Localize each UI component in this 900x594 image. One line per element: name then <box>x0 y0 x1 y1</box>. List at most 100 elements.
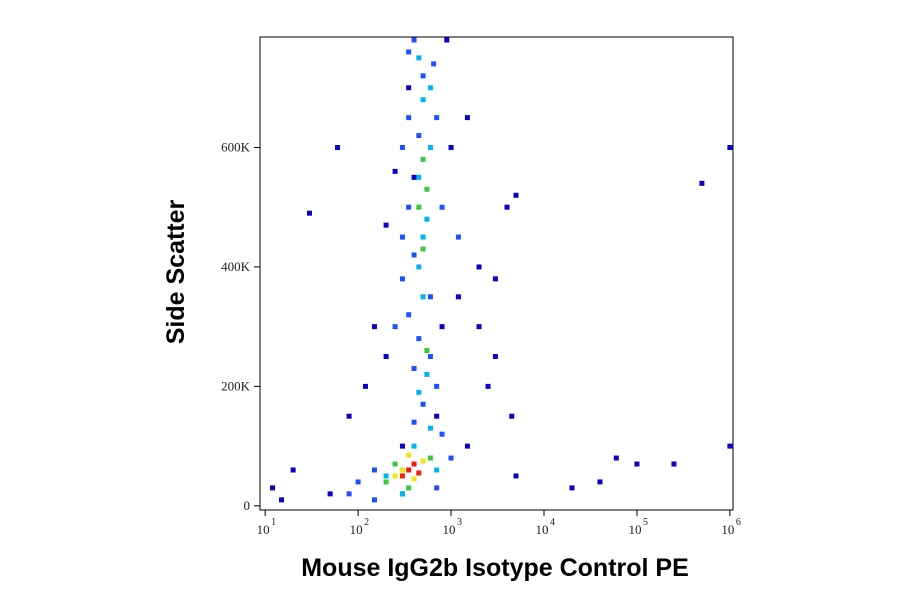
y-tick-label: 200K <box>221 378 251 393</box>
data-point <box>406 204 412 210</box>
x-tick-label: 10 <box>257 522 270 537</box>
data-point <box>509 413 515 419</box>
data-point <box>634 461 640 467</box>
data-point <box>476 264 482 270</box>
data-point <box>464 115 470 121</box>
data-point <box>597 479 603 485</box>
data-point <box>406 85 412 91</box>
data-point <box>290 467 296 473</box>
x-tick-exponent: 6 <box>736 517 741 528</box>
data-point <box>383 354 389 360</box>
data-point <box>448 455 454 461</box>
x-tick-label: 10 <box>350 522 363 537</box>
data-point <box>406 485 412 491</box>
data-point <box>416 264 422 270</box>
data-point <box>427 144 433 150</box>
data-point <box>411 252 417 258</box>
data-point <box>406 467 412 473</box>
data-point <box>427 455 433 461</box>
x-tick-label: 10 <box>536 522 549 537</box>
data-point <box>439 431 445 437</box>
data-point <box>406 312 412 318</box>
y-tick-label: 600K <box>221 139 251 154</box>
data-point <box>431 61 437 67</box>
x-tick-exponent: 5 <box>643 517 648 528</box>
data-point <box>406 49 412 55</box>
data-point <box>371 467 377 473</box>
data-point <box>424 216 430 222</box>
data-point <box>699 180 705 186</box>
data-point <box>416 55 422 61</box>
data-point <box>371 324 377 330</box>
data-point <box>411 37 417 43</box>
data-point <box>420 156 426 162</box>
data-point <box>399 491 405 497</box>
data-point <box>399 473 405 479</box>
data-point <box>416 470 422 476</box>
data-point <box>307 210 313 216</box>
data-point <box>411 461 417 467</box>
data-point <box>406 452 412 458</box>
data-point <box>439 204 445 210</box>
data-point <box>270 485 276 491</box>
data-point <box>406 115 412 121</box>
x-tick-exponent: 2 <box>364 517 369 528</box>
data-point <box>671 461 677 467</box>
data-point <box>327 491 333 497</box>
x-tick-exponent: 1 <box>271 517 276 528</box>
data-point <box>416 133 422 139</box>
data-point <box>411 419 417 425</box>
data-point <box>362 383 368 389</box>
data-point <box>392 168 398 174</box>
data-point <box>427 85 433 91</box>
y-tick-label: 0 <box>244 498 251 513</box>
data-point <box>455 294 461 300</box>
data-point <box>416 204 422 210</box>
data-point <box>346 491 352 497</box>
data-point <box>416 336 422 342</box>
data-point <box>427 354 433 360</box>
data-point <box>371 497 377 503</box>
x-tick-exponent: 3 <box>457 517 462 528</box>
data-point <box>399 443 405 449</box>
data-point <box>399 467 405 473</box>
data-point <box>448 144 454 150</box>
data-point <box>427 425 433 431</box>
data-point <box>485 383 491 389</box>
data-point <box>434 485 440 491</box>
data-point <box>504 204 510 210</box>
data-point <box>383 479 389 485</box>
data-point <box>424 186 430 192</box>
data-point <box>513 192 519 198</box>
data-point <box>420 73 426 79</box>
data-point <box>383 473 389 479</box>
data-point <box>439 324 445 330</box>
data-point <box>434 115 440 121</box>
data-point <box>613 455 619 461</box>
plot-frame <box>259 36 734 511</box>
data-point <box>420 294 426 300</box>
data-point <box>411 174 417 180</box>
data-point <box>727 144 733 150</box>
data-point <box>444 37 450 43</box>
data-point <box>727 443 733 449</box>
data-point <box>392 461 398 467</box>
data-point <box>492 276 498 282</box>
data-point <box>424 348 430 354</box>
data-point <box>346 413 352 419</box>
y-tick-label: 400K <box>221 259 251 274</box>
x-tick-label: 10 <box>721 522 734 537</box>
data-point <box>399 234 405 240</box>
data-point <box>279 497 285 503</box>
data-point <box>355 479 361 485</box>
data-point <box>416 174 422 180</box>
data-point <box>455 234 461 240</box>
data-point <box>392 473 398 479</box>
data-point <box>411 443 417 449</box>
data-point <box>424 371 430 377</box>
data-point <box>392 324 398 330</box>
data-point <box>464 443 470 449</box>
data-point <box>416 389 422 395</box>
data-point <box>427 294 433 300</box>
